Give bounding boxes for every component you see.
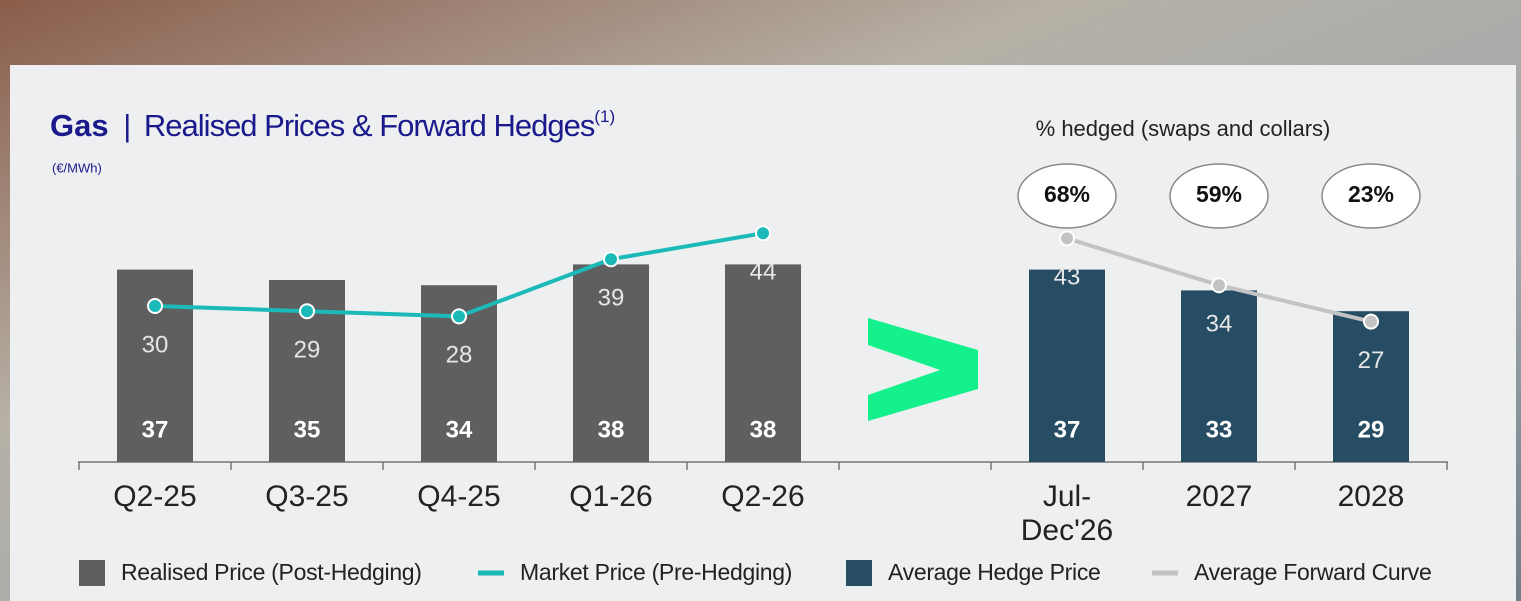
- legend-label: Realised Price (Post-Hedging): [121, 559, 422, 585]
- title-main: Gas: [50, 108, 109, 143]
- x-tick-label: Q3-25: [252, 480, 362, 514]
- bar-value-label: 37: [142, 416, 169, 443]
- title-separator: |: [123, 108, 131, 143]
- x-tick-label: 2027: [1164, 480, 1274, 514]
- line-point: [1364, 315, 1378, 329]
- x-tick-label: 2028: [1316, 480, 1426, 514]
- x-tick-label: Q4-25: [404, 480, 514, 514]
- line-point: [452, 309, 466, 323]
- bar-value-label: 35: [294, 416, 321, 443]
- bar-value-label: 29: [1358, 416, 1385, 443]
- line-value-label: 27: [1358, 347, 1385, 374]
- line-point: [300, 304, 314, 318]
- line-point: [756, 226, 770, 240]
- footnote-ref: (1): [594, 107, 615, 126]
- line-value-label: 43: [1054, 264, 1081, 291]
- x-tick-label: Q2-26: [708, 480, 818, 514]
- line-point: [148, 299, 162, 313]
- x-tick-label: Jul-Dec'26: [1012, 480, 1122, 548]
- slide: Gas | Realised Prices & Forward Hedges(1…: [0, 0, 1521, 601]
- bar-value-label: 34: [446, 416, 473, 443]
- hedged-title: % hedged (swaps and collars): [1036, 116, 1331, 141]
- line-value-label: 29: [294, 337, 321, 364]
- line-point: [1060, 231, 1074, 245]
- hedged-label: 23%: [1348, 181, 1394, 207]
- legend-label: Average Forward Curve: [1194, 559, 1431, 585]
- bar-value-label: 38: [598, 416, 625, 443]
- x-tick-label: Q2-25: [100, 480, 210, 514]
- legend-label: Market Price (Pre-Hedging): [520, 559, 792, 585]
- line-value-label: 44: [750, 259, 777, 286]
- line-value-label: 34: [1206, 311, 1233, 338]
- line-point: [604, 252, 618, 266]
- line-point: [1212, 278, 1226, 292]
- bar-value-label: 33: [1206, 416, 1233, 443]
- x-tick-label: Q1-26: [556, 480, 666, 514]
- line-value-label: 28: [446, 342, 473, 369]
- bar-value-label: 37: [1054, 416, 1081, 443]
- legend-swatch: [79, 560, 105, 586]
- title-subtitle: Realised Prices & Forward Hedges: [144, 108, 595, 143]
- chart-title: Gas | Realised Prices & Forward Hedges(1…: [50, 107, 615, 143]
- bar-value-label: 38: [750, 416, 777, 443]
- unit-label: (€/MWh): [52, 160, 102, 175]
- hedged-label: 59%: [1196, 181, 1242, 207]
- line-value-label: 39: [598, 285, 625, 312]
- hedged-label: 68%: [1044, 181, 1090, 207]
- legend-label: Average Hedge Price: [888, 559, 1101, 585]
- line-value-label: 30: [142, 331, 169, 358]
- legend-swatch: [846, 560, 872, 586]
